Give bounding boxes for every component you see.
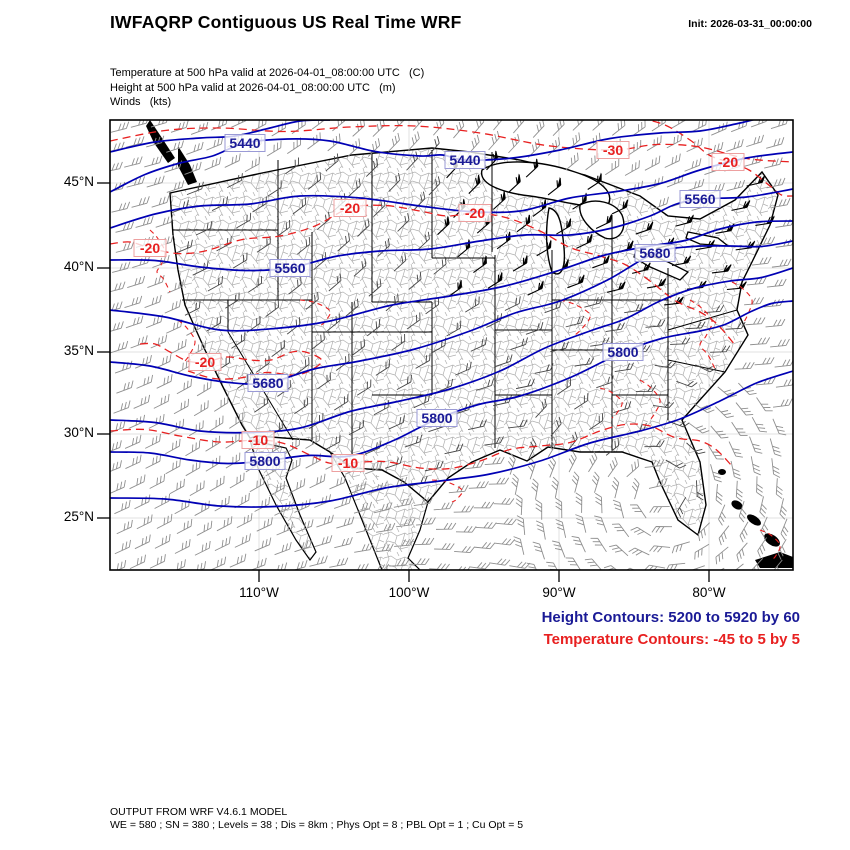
contour-legend: Height Contours: 5200 to 5920 by 60 Temp… — [542, 607, 800, 651]
temperature-contour-legend: Temperature Contours: -45 to 5 by 5 — [543, 631, 800, 648]
page-title: IWFAQRP Contiguous US Real Time WRF — [110, 12, 462, 32]
lat-tick-label: 35°N — [63, 343, 94, 358]
model-footer: OUTPUT FROM WRF V4.6.1 MODEL WE = 580 ; … — [110, 806, 524, 831]
svg-text:5560: 5560 — [274, 260, 305, 276]
lon-tick-label: 100°W — [388, 585, 430, 600]
lat-tick-label: 25°N — [63, 509, 94, 524]
svg-text:-10: -10 — [338, 455, 358, 471]
field-subtitles: Temperature at 500 hPa valid at 2026-04-… — [110, 67, 425, 108]
svg-text:5800: 5800 — [249, 453, 280, 469]
map-interior: 5440 5440 5560 5560 5680 5680 5800 5800 5800 -30 -… — [110, 120, 793, 570]
height-contour-legend: Height Contours: 5200 to 5920 by 60 — [541, 609, 800, 626]
svg-text:-20: -20 — [340, 200, 360, 216]
svg-text:-30: -30 — [603, 142, 623, 158]
svg-text:5680: 5680 — [639, 245, 670, 261]
lat-tick-label: 40°N — [63, 259, 94, 274]
lon-tick-label: 80°W — [692, 585, 726, 600]
lon-tick-label: 110°W — [239, 585, 279, 600]
init-time-label: Init: 2026-03-31_00:00:00 — [688, 18, 812, 30]
svg-text:-20: -20 — [140, 240, 160, 256]
svg-text:5800: 5800 — [421, 410, 452, 426]
svg-text:5560: 5560 — [684, 191, 715, 207]
svg-text:-20: -20 — [465, 205, 485, 221]
lat-tick-label: 45°N — [63, 174, 94, 189]
svg-text:5440: 5440 — [229, 135, 260, 151]
lat-tick-label: 30°N — [63, 425, 94, 440]
map-frame — [109, 119, 794, 571]
svg-text:5680: 5680 — [252, 375, 283, 391]
svg-text:-10: -10 — [248, 432, 268, 448]
svg-text:5440: 5440 — [449, 152, 480, 168]
svg-text:-20: -20 — [718, 154, 738, 170]
svg-text:-20: -20 — [195, 354, 215, 370]
lon-tick-label: 90°W — [542, 585, 576, 600]
svg-text:5800: 5800 — [607, 344, 638, 360]
